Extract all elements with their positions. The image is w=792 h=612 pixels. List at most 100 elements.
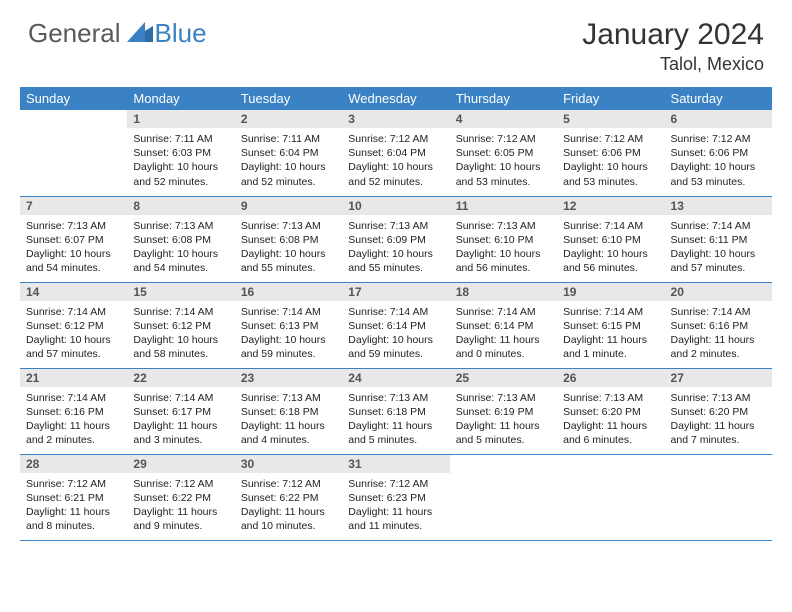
location: Talol, Mexico xyxy=(582,54,764,75)
day-number: 28 xyxy=(20,455,127,473)
day-body: Sunrise: 7:11 AMSunset: 6:04 PMDaylight:… xyxy=(235,128,342,195)
calendar-cell: 30Sunrise: 7:12 AMSunset: 6:22 PMDayligh… xyxy=(235,454,342,540)
day-body: Sunrise: 7:12 AMSunset: 6:06 PMDaylight:… xyxy=(557,128,664,195)
calendar-cell xyxy=(665,454,772,540)
calendar-row: 14Sunrise: 7:14 AMSunset: 6:12 PMDayligh… xyxy=(20,282,772,368)
calendar-cell: 15Sunrise: 7:14 AMSunset: 6:12 PMDayligh… xyxy=(127,282,234,368)
day-body: Sunrise: 7:13 AMSunset: 6:18 PMDaylight:… xyxy=(342,387,449,454)
logo-word-2: Blue xyxy=(155,18,207,49)
day-number: 1 xyxy=(127,110,234,128)
calendar-cell: 14Sunrise: 7:14 AMSunset: 6:12 PMDayligh… xyxy=(20,282,127,368)
calendar-cell: 25Sunrise: 7:13 AMSunset: 6:19 PMDayligh… xyxy=(450,368,557,454)
day-number: 15 xyxy=(127,283,234,301)
day-number: 30 xyxy=(235,455,342,473)
calendar-cell: 27Sunrise: 7:13 AMSunset: 6:20 PMDayligh… xyxy=(665,368,772,454)
calendar-cell: 11Sunrise: 7:13 AMSunset: 6:10 PMDayligh… xyxy=(450,196,557,282)
month-title: January 2024 xyxy=(582,18,764,52)
weekday-header: Friday xyxy=(557,87,664,110)
day-body: Sunrise: 7:13 AMSunset: 6:20 PMDaylight:… xyxy=(557,387,664,454)
day-number: 6 xyxy=(665,110,772,128)
day-number: 10 xyxy=(342,197,449,215)
day-body: Sunrise: 7:13 AMSunset: 6:19 PMDaylight:… xyxy=(450,387,557,454)
day-body: Sunrise: 7:14 AMSunset: 6:10 PMDaylight:… xyxy=(557,215,664,282)
calendar-cell: 2Sunrise: 7:11 AMSunset: 6:04 PMDaylight… xyxy=(235,110,342,196)
day-number: 17 xyxy=(342,283,449,301)
day-number: 25 xyxy=(450,369,557,387)
calendar-table: SundayMondayTuesdayWednesdayThursdayFrid… xyxy=(20,87,772,541)
day-number: 2 xyxy=(235,110,342,128)
calendar-row: 21Sunrise: 7:14 AMSunset: 6:16 PMDayligh… xyxy=(20,368,772,454)
calendar-cell: 4Sunrise: 7:12 AMSunset: 6:05 PMDaylight… xyxy=(450,110,557,196)
day-number: 23 xyxy=(235,369,342,387)
day-number: 9 xyxy=(235,197,342,215)
calendar-cell: 8Sunrise: 7:13 AMSunset: 6:08 PMDaylight… xyxy=(127,196,234,282)
calendar-cell: 29Sunrise: 7:12 AMSunset: 6:22 PMDayligh… xyxy=(127,454,234,540)
header: General Blue January 2024 Talol, Mexico xyxy=(0,0,792,79)
weekday-header: Tuesday xyxy=(235,87,342,110)
day-body: Sunrise: 7:13 AMSunset: 6:09 PMDaylight:… xyxy=(342,215,449,282)
day-number: 7 xyxy=(20,197,127,215)
day-body: Sunrise: 7:13 AMSunset: 6:07 PMDaylight:… xyxy=(20,215,127,282)
day-body: Sunrise: 7:12 AMSunset: 6:05 PMDaylight:… xyxy=(450,128,557,195)
calendar-cell: 26Sunrise: 7:13 AMSunset: 6:20 PMDayligh… xyxy=(557,368,664,454)
day-body: Sunrise: 7:14 AMSunset: 6:16 PMDaylight:… xyxy=(665,301,772,368)
day-body: Sunrise: 7:13 AMSunset: 6:20 PMDaylight:… xyxy=(665,387,772,454)
day-number: 29 xyxy=(127,455,234,473)
day-number: 16 xyxy=(235,283,342,301)
calendar-body: 1Sunrise: 7:11 AMSunset: 6:03 PMDaylight… xyxy=(20,110,772,540)
day-body: Sunrise: 7:14 AMSunset: 6:14 PMDaylight:… xyxy=(450,301,557,368)
day-number: 22 xyxy=(127,369,234,387)
logo-word-1: General xyxy=(28,18,121,49)
day-body: Sunrise: 7:14 AMSunset: 6:17 PMDaylight:… xyxy=(127,387,234,454)
day-number: 18 xyxy=(450,283,557,301)
day-number: 26 xyxy=(557,369,664,387)
day-number: 4 xyxy=(450,110,557,128)
calendar-row: 28Sunrise: 7:12 AMSunset: 6:21 PMDayligh… xyxy=(20,454,772,540)
calendar-cell xyxy=(450,454,557,540)
calendar-cell: 10Sunrise: 7:13 AMSunset: 6:09 PMDayligh… xyxy=(342,196,449,282)
calendar-cell: 24Sunrise: 7:13 AMSunset: 6:18 PMDayligh… xyxy=(342,368,449,454)
calendar-cell: 3Sunrise: 7:12 AMSunset: 6:04 PMDaylight… xyxy=(342,110,449,196)
calendar-cell xyxy=(557,454,664,540)
calendar-cell: 6Sunrise: 7:12 AMSunset: 6:06 PMDaylight… xyxy=(665,110,772,196)
day-body: Sunrise: 7:12 AMSunset: 6:22 PMDaylight:… xyxy=(127,473,234,540)
day-number: 12 xyxy=(557,197,664,215)
day-number: 8 xyxy=(127,197,234,215)
day-number: 3 xyxy=(342,110,449,128)
day-number: 13 xyxy=(665,197,772,215)
calendar-cell: 1Sunrise: 7:11 AMSunset: 6:03 PMDaylight… xyxy=(127,110,234,196)
day-body: Sunrise: 7:14 AMSunset: 6:16 PMDaylight:… xyxy=(20,387,127,454)
day-body: Sunrise: 7:14 AMSunset: 6:12 PMDaylight:… xyxy=(127,301,234,368)
calendar-cell: 23Sunrise: 7:13 AMSunset: 6:18 PMDayligh… xyxy=(235,368,342,454)
day-body: Sunrise: 7:12 AMSunset: 6:06 PMDaylight:… xyxy=(665,128,772,195)
weekday-header: Monday xyxy=(127,87,234,110)
day-body: Sunrise: 7:14 AMSunset: 6:14 PMDaylight:… xyxy=(342,301,449,368)
calendar-cell: 7Sunrise: 7:13 AMSunset: 6:07 PMDaylight… xyxy=(20,196,127,282)
weekday-header: Saturday xyxy=(665,87,772,110)
day-body: Sunrise: 7:14 AMSunset: 6:11 PMDaylight:… xyxy=(665,215,772,282)
calendar-cell: 9Sunrise: 7:13 AMSunset: 6:08 PMDaylight… xyxy=(235,196,342,282)
day-number: 11 xyxy=(450,197,557,215)
day-number: 24 xyxy=(342,369,449,387)
calendar-head: SundayMondayTuesdayWednesdayThursdayFrid… xyxy=(20,87,772,110)
calendar-row: 1Sunrise: 7:11 AMSunset: 6:03 PMDaylight… xyxy=(20,110,772,196)
calendar-cell xyxy=(20,110,127,196)
logo-mark-icon xyxy=(127,18,153,49)
calendar-cell: 21Sunrise: 7:14 AMSunset: 6:16 PMDayligh… xyxy=(20,368,127,454)
weekday-header: Sunday xyxy=(20,87,127,110)
day-body: Sunrise: 7:14 AMSunset: 6:15 PMDaylight:… xyxy=(557,301,664,368)
calendar-cell: 13Sunrise: 7:14 AMSunset: 6:11 PMDayligh… xyxy=(665,196,772,282)
calendar-cell: 28Sunrise: 7:12 AMSunset: 6:21 PMDayligh… xyxy=(20,454,127,540)
title-block: January 2024 Talol, Mexico xyxy=(582,18,764,75)
calendar-cell: 18Sunrise: 7:14 AMSunset: 6:14 PMDayligh… xyxy=(450,282,557,368)
day-number: 14 xyxy=(20,283,127,301)
calendar-cell: 17Sunrise: 7:14 AMSunset: 6:14 PMDayligh… xyxy=(342,282,449,368)
day-body: Sunrise: 7:13 AMSunset: 6:08 PMDaylight:… xyxy=(235,215,342,282)
day-body: Sunrise: 7:14 AMSunset: 6:12 PMDaylight:… xyxy=(20,301,127,368)
day-body: Sunrise: 7:12 AMSunset: 6:21 PMDaylight:… xyxy=(20,473,127,540)
calendar-cell: 20Sunrise: 7:14 AMSunset: 6:16 PMDayligh… xyxy=(665,282,772,368)
day-number: 20 xyxy=(665,283,772,301)
weekday-header: Wednesday xyxy=(342,87,449,110)
day-number: 19 xyxy=(557,283,664,301)
logo: General Blue xyxy=(28,18,207,49)
